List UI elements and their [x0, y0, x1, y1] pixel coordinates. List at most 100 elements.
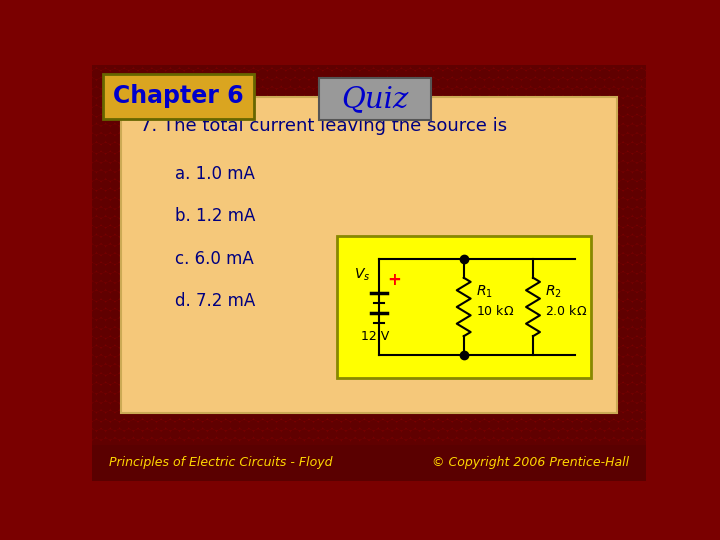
Circle shape — [517, 310, 526, 319]
Circle shape — [161, 467, 170, 476]
Circle shape — [282, 338, 290, 347]
Circle shape — [360, 439, 369, 448]
Circle shape — [318, 190, 327, 199]
Circle shape — [536, 384, 544, 393]
Circle shape — [513, 393, 521, 402]
Circle shape — [614, 411, 623, 420]
Circle shape — [415, 328, 424, 337]
Circle shape — [184, 180, 193, 190]
Circle shape — [490, 365, 498, 374]
Circle shape — [166, 162, 175, 171]
Circle shape — [92, 476, 101, 485]
Circle shape — [180, 97, 189, 106]
Circle shape — [148, 458, 156, 467]
Circle shape — [102, 70, 110, 78]
Circle shape — [443, 421, 452, 430]
Circle shape — [305, 292, 313, 300]
Circle shape — [572, 106, 581, 116]
Circle shape — [360, 384, 369, 393]
Circle shape — [253, 485, 263, 494]
Circle shape — [379, 106, 387, 116]
Circle shape — [92, 347, 101, 356]
Circle shape — [272, 319, 281, 328]
Circle shape — [263, 411, 271, 420]
Circle shape — [134, 467, 143, 476]
Circle shape — [96, 338, 105, 347]
Circle shape — [387, 384, 397, 393]
Circle shape — [180, 393, 189, 402]
Circle shape — [276, 439, 286, 448]
Circle shape — [235, 393, 244, 402]
Circle shape — [323, 476, 332, 485]
Circle shape — [406, 236, 415, 245]
Circle shape — [425, 476, 433, 485]
Circle shape — [110, 218, 120, 226]
Circle shape — [374, 375, 382, 383]
Circle shape — [87, 448, 96, 457]
Circle shape — [609, 70, 618, 78]
Text: c. 6.0 mA: c. 6.0 mA — [175, 250, 253, 268]
Circle shape — [129, 273, 138, 282]
Circle shape — [392, 485, 401, 494]
Circle shape — [356, 411, 364, 420]
Circle shape — [226, 319, 235, 328]
Circle shape — [498, 458, 508, 467]
Circle shape — [318, 485, 327, 494]
Circle shape — [563, 70, 572, 78]
Circle shape — [253, 116, 263, 125]
Circle shape — [374, 79, 382, 87]
Circle shape — [184, 144, 193, 152]
Circle shape — [212, 439, 221, 448]
Circle shape — [467, 411, 475, 420]
Circle shape — [356, 97, 364, 106]
Circle shape — [379, 144, 387, 152]
Circle shape — [591, 365, 600, 374]
Circle shape — [332, 365, 341, 374]
Circle shape — [536, 476, 544, 485]
Circle shape — [554, 236, 563, 245]
Circle shape — [633, 467, 642, 476]
Circle shape — [341, 365, 351, 374]
Circle shape — [263, 134, 271, 143]
Circle shape — [618, 125, 628, 134]
Circle shape — [429, 208, 438, 217]
Circle shape — [462, 236, 470, 245]
Circle shape — [582, 328, 590, 337]
Circle shape — [157, 328, 166, 337]
Circle shape — [503, 393, 512, 402]
Circle shape — [221, 180, 230, 190]
Circle shape — [434, 476, 443, 485]
Circle shape — [110, 365, 120, 374]
Circle shape — [263, 356, 271, 365]
Circle shape — [517, 439, 526, 448]
Circle shape — [651, 356, 660, 365]
Circle shape — [120, 328, 129, 337]
Circle shape — [448, 282, 456, 291]
Circle shape — [540, 448, 549, 457]
Circle shape — [392, 227, 401, 235]
Circle shape — [364, 79, 374, 87]
Circle shape — [184, 458, 193, 467]
Circle shape — [536, 273, 544, 282]
Circle shape — [276, 310, 286, 319]
Circle shape — [198, 227, 207, 235]
Circle shape — [129, 439, 138, 448]
Circle shape — [102, 218, 110, 226]
Circle shape — [471, 144, 480, 152]
Circle shape — [230, 162, 240, 171]
Circle shape — [647, 106, 655, 116]
Circle shape — [175, 273, 184, 282]
Circle shape — [402, 79, 410, 87]
Circle shape — [369, 180, 378, 190]
Circle shape — [508, 106, 517, 116]
Circle shape — [595, 430, 604, 439]
Circle shape — [383, 134, 392, 143]
Circle shape — [586, 430, 595, 439]
Circle shape — [452, 476, 462, 485]
Circle shape — [171, 171, 179, 180]
Circle shape — [346, 227, 355, 235]
Circle shape — [152, 282, 161, 291]
Circle shape — [383, 97, 392, 106]
Circle shape — [198, 116, 207, 125]
Circle shape — [411, 245, 420, 254]
